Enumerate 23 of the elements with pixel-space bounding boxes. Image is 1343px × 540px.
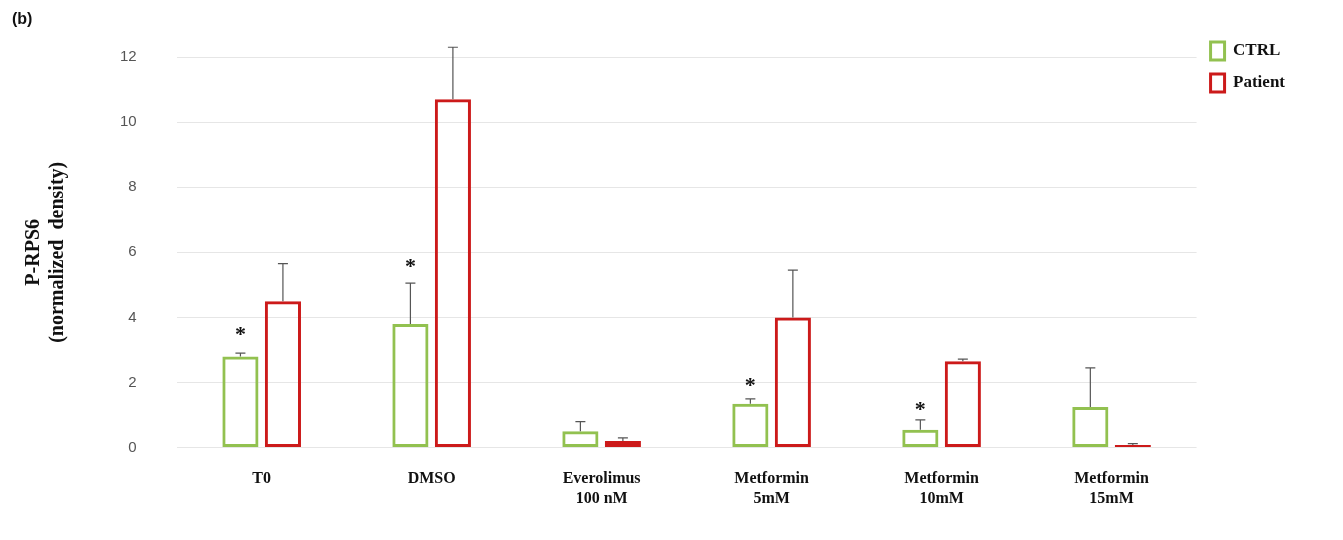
y-tick-label: 4: [128, 307, 137, 325]
y-tick-label: 10: [120, 112, 137, 130]
y-tick-label: 12: [120, 47, 137, 65]
x-tick-label: T0: [252, 469, 272, 487]
x-tick-label: Metformin 10mM: [904, 469, 980, 506]
bar: [1114, 445, 1151, 448]
y-tick-label: 2: [128, 372, 137, 390]
legend-label: Patient: [1233, 72, 1286, 92]
x-tick-label: Everolimus 100 nM: [562, 469, 641, 506]
x-tick-label: Metformin 15mM: [1074, 469, 1149, 506]
bar: [604, 441, 641, 448]
y-axis-title: P-RPS6 (normalized density): [21, 161, 69, 343]
x-tick-label: DMSO: [407, 469, 456, 487]
x-tick-label: Metformin 5mM: [734, 469, 810, 506]
legend-label: CTRL: [1233, 40, 1281, 60]
annotation: *: [744, 371, 756, 397]
annotation: *: [404, 252, 416, 278]
text: (b): [12, 10, 33, 28]
y-tick-label: 8: [128, 177, 137, 195]
y-tick-label: 6: [128, 242, 137, 260]
annotation: *: [234, 321, 246, 347]
annotation: *: [914, 395, 926, 421]
y-tick-label: 0: [128, 437, 137, 455]
